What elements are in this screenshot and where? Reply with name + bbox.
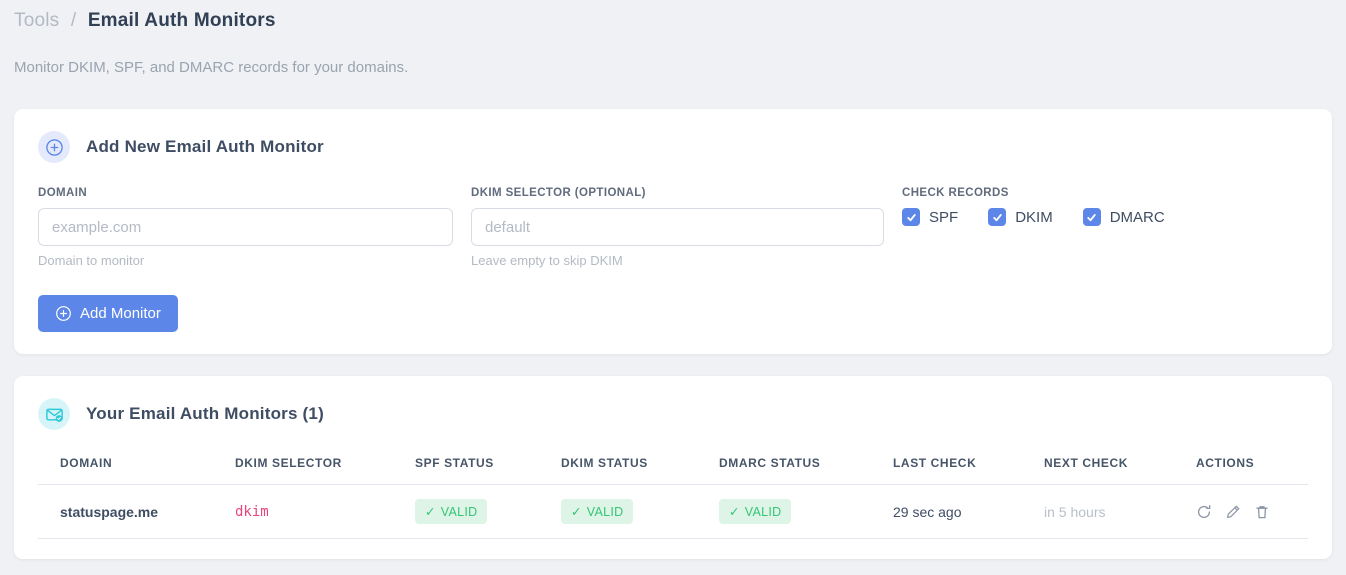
domain-input[interactable] xyxy=(38,208,453,246)
column-header-dkim-selector: DKIM SELECTOR xyxy=(235,452,415,485)
add-monitor-card: Add New Email Auth Monitor DOMAIN Domain… xyxy=(14,109,1332,354)
plus-circle-icon xyxy=(38,131,70,163)
column-header-next-check: NEXT CHECK xyxy=(1044,452,1196,485)
column-header-domain: DOMAIN xyxy=(38,452,235,485)
dmarc-status-cell: ✓ VALID xyxy=(719,484,893,539)
add-monitor-card-header: Add New Email Auth Monitor xyxy=(38,131,1308,163)
spf-status-text: VALID xyxy=(440,504,478,519)
monitors-list-card: Your Email Auth Monitors (1) DOMAIN DKIM… xyxy=(14,376,1332,559)
table-row: statuspage.me dkim ✓ VALID ✓ VALID xyxy=(38,484,1308,539)
check-icon: ✓ xyxy=(571,505,582,519)
column-header-dmarc-status: DMARC STATUS xyxy=(719,452,893,485)
check-icon: ✓ xyxy=(729,505,740,519)
breadcrumb-separator: / xyxy=(70,10,77,31)
edit-button[interactable] xyxy=(1225,504,1241,520)
row-actions xyxy=(1196,504,1308,520)
column-header-last-check: LAST CHECK xyxy=(893,452,1044,485)
dmarc-status-text: VALID xyxy=(744,504,782,519)
dkim-selector-input[interactable] xyxy=(471,208,884,246)
email-auth-monitors-page: Tools / Email Auth Monitors Monitor DKIM… xyxy=(14,10,1332,559)
monitors-card-title: Your Email Auth Monitors (1) xyxy=(86,404,324,423)
delete-button[interactable] xyxy=(1254,504,1270,520)
breadcrumb: Tools / Email Auth Monitors xyxy=(14,10,1332,32)
dkim-selector-field-group: DKIM SELECTOR (OPTIONAL) Leave empty to … xyxy=(471,187,884,268)
dkim-selector-field-helper: Leave empty to skip DKIM xyxy=(471,253,623,268)
spf-checkbox-label: SPF xyxy=(929,208,959,226)
column-header-spf-status: SPF STATUS xyxy=(415,452,561,485)
dkim-status-badge: ✓ VALID xyxy=(561,499,634,524)
monitors-table: DOMAIN DKIM SELECTOR SPF STATUS DKIM STA… xyxy=(38,452,1308,539)
add-monitor-card-title: Add New Email Auth Monitor xyxy=(86,137,324,156)
breadcrumb-tools-link[interactable]: Tools xyxy=(14,10,60,31)
table-header-row: DOMAIN DKIM SELECTOR SPF STATUS DKIM STA… xyxy=(38,452,1308,485)
dkim-checkbox-item[interactable]: DKIM xyxy=(988,208,1053,226)
page-title: Email Auth Monitors xyxy=(87,10,276,31)
monitor-domain: statuspage.me xyxy=(38,484,235,539)
dkim-checkbox-label: DKIM xyxy=(1015,208,1053,226)
spf-checkbox[interactable] xyxy=(902,208,920,226)
check-icon: ✓ xyxy=(425,505,436,519)
plus-circle-icon xyxy=(55,305,72,322)
dkim-selector-field-label: DKIM SELECTOR (OPTIONAL) xyxy=(471,187,646,199)
monitor-last-check: 29 sec ago xyxy=(893,484,1044,539)
check-records-group: CHECK RECORDS SPF DKIM xyxy=(902,187,1308,268)
actions-cell xyxy=(1196,484,1308,539)
domain-field-helper: Domain to monitor xyxy=(38,253,145,268)
monitors-card-header: Your Email Auth Monitors (1) xyxy=(38,398,1308,430)
spf-checkbox-item[interactable]: SPF xyxy=(902,208,958,226)
check-records-options: SPF DKIM DMARC xyxy=(902,208,1308,226)
email-check-icon xyxy=(38,398,70,430)
add-monitor-button[interactable]: Add Monitor xyxy=(38,295,178,332)
spf-status-cell: ✓ VALID xyxy=(415,484,561,539)
dkim-status-cell: ✓ VALID xyxy=(561,484,719,539)
column-header-dkim-status: DKIM STATUS xyxy=(561,452,719,485)
spf-status-badge: ✓ VALID xyxy=(415,499,488,524)
page-subtitle: Monitor DKIM, SPF, and DMARC records for… xyxy=(14,59,409,76)
domain-field-group: DOMAIN Domain to monitor xyxy=(38,187,453,268)
dmarc-checkbox-label: DMARC xyxy=(1109,208,1165,226)
dmarc-status-badge: ✓ VALID xyxy=(719,499,792,524)
monitor-next-check: in 5 hours xyxy=(1044,484,1196,539)
dmarc-checkbox-item[interactable]: DMARC xyxy=(1082,208,1165,226)
check-records-label: CHECK RECORDS xyxy=(902,187,1009,199)
column-header-actions: ACTIONS xyxy=(1196,452,1308,485)
refresh-button[interactable] xyxy=(1196,504,1212,520)
add-monitor-button-label: Add Monitor xyxy=(80,305,161,322)
dkim-status-text: VALID xyxy=(586,504,624,519)
add-monitor-form: DOMAIN Domain to monitor DKIM SELECTOR (… xyxy=(38,187,1308,268)
domain-field-label: DOMAIN xyxy=(38,187,88,199)
dkim-checkbox[interactable] xyxy=(988,208,1007,226)
monitor-dkim-selector: dkim xyxy=(235,484,415,539)
dmarc-checkbox[interactable] xyxy=(1082,208,1101,226)
